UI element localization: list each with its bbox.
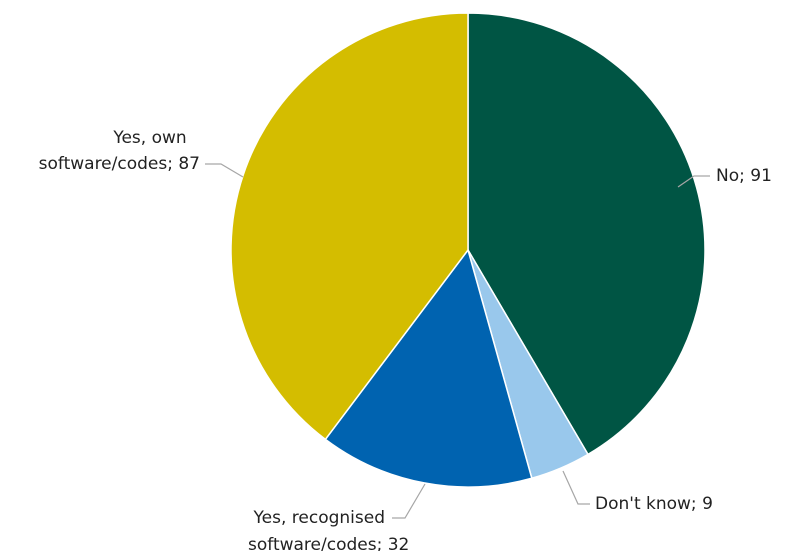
- slice-label-yes-own-software-codes-line-1: Yes, own: [112, 128, 186, 148]
- leader-line-yes-own-software-codes: [205, 163, 244, 178]
- slice-label-yes-recognised-software-codes-line-1: Yes, recognised: [253, 508, 385, 528]
- slice-label-yes-own-software-codes-line-2: software/codes; 87: [39, 154, 200, 174]
- leader-lines: [205, 163, 710, 519]
- leader-line-yes-recognised-software-codes: [392, 483, 426, 519]
- slice-label-yes-recognised-software-codes-line-2: software/codes; 32: [248, 535, 409, 551]
- leader-line-no: [677, 175, 710, 188]
- slice-label-no: No; 91: [716, 166, 772, 186]
- pie-slice-no: [467, 12, 706, 456]
- leader-line-don-t-know: [562, 470, 590, 505]
- pie-slice-yes-recognised-software-codes: [324, 248, 533, 488]
- pie-slices: [230, 12, 706, 488]
- slice-label-don-t-know: Don't know; 9: [595, 494, 713, 514]
- slice-labels: No; 91 Don't know; 9 Yes, recognised softwa…: [39, 128, 772, 551]
- pie-slice-yes-own-software-codes: [230, 12, 469, 441]
